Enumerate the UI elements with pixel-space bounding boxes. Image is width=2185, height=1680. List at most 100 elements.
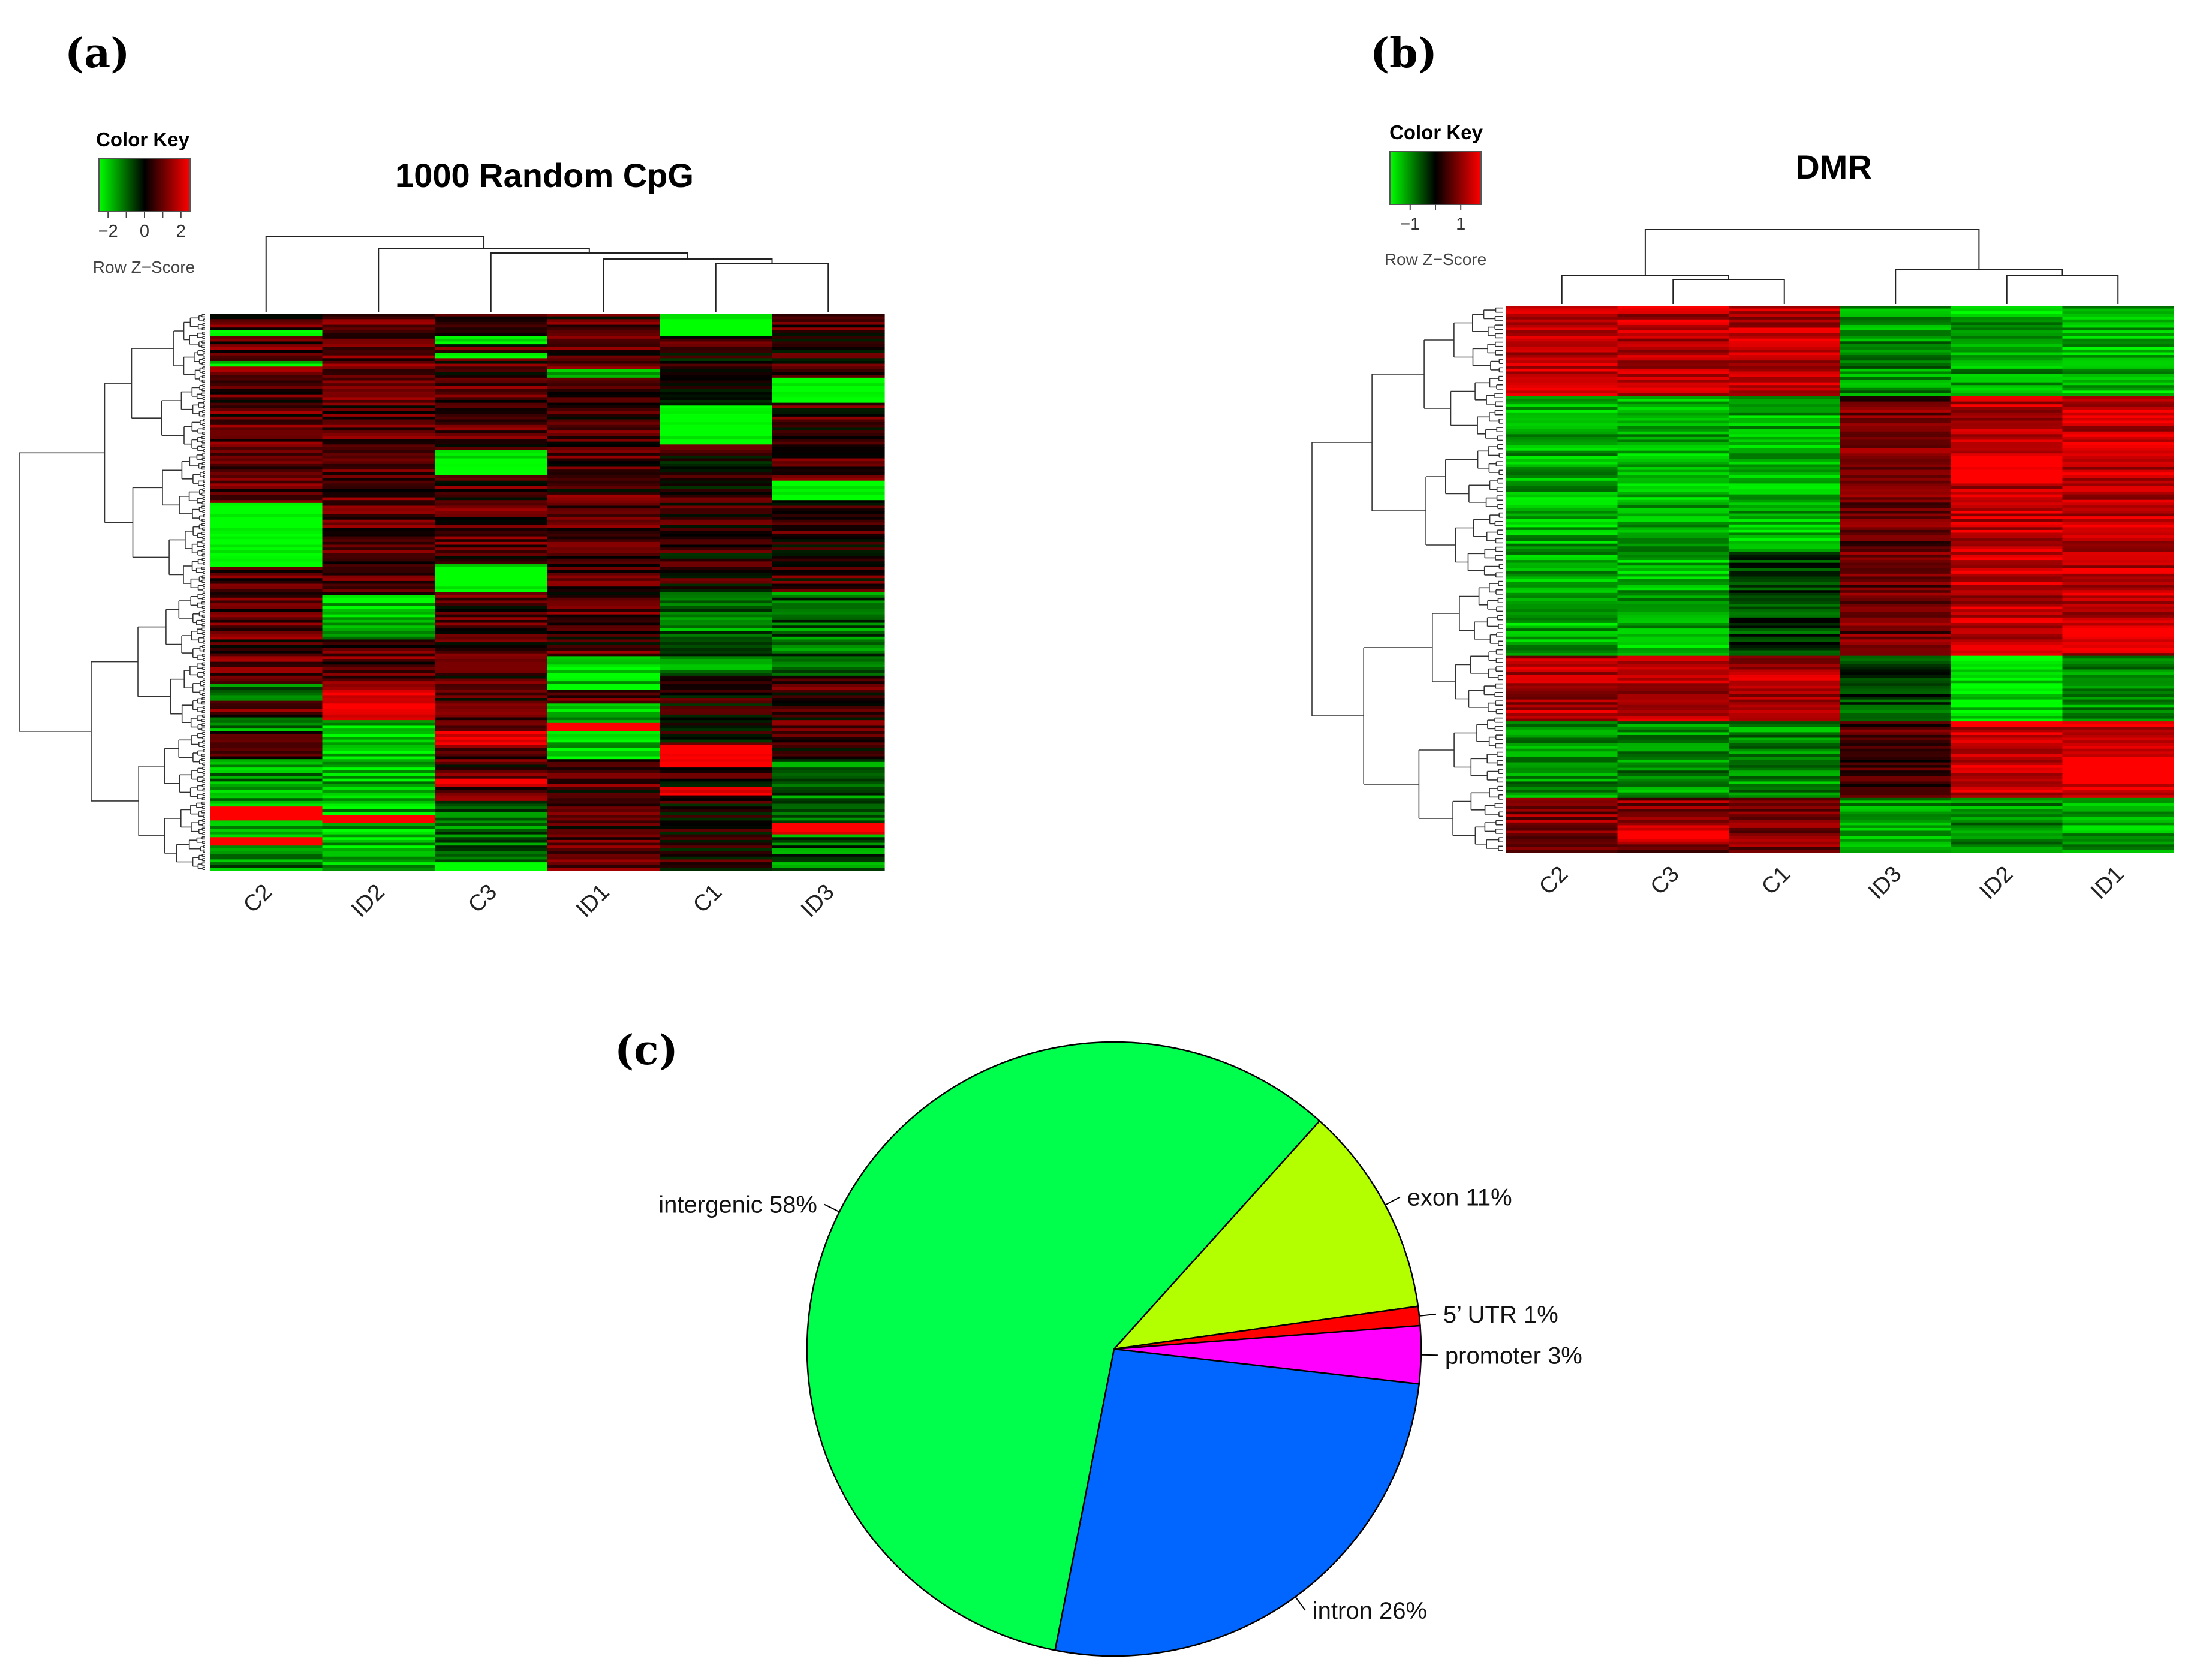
heatmap-cell (322, 748, 435, 751)
heatmap-cell (1506, 349, 1618, 353)
heatmap-cell (547, 531, 660, 534)
heatmap-cell (772, 806, 885, 810)
heatmap-cell (210, 508, 323, 512)
heatmap-cell (322, 461, 435, 465)
heatmap-cell (210, 439, 323, 442)
heatmap-cell (1506, 459, 1618, 462)
heatmap-cell (322, 700, 435, 704)
heatmap-cell (1506, 404, 1618, 408)
heatmap-cell (1729, 390, 1841, 394)
heatmap-cell (322, 698, 435, 701)
heatmap-cell (2062, 713, 2174, 716)
pie-leader-line (1419, 1313, 1437, 1317)
heatmap-cell (547, 369, 660, 373)
heatmap-cell (210, 684, 323, 688)
heatmap-cell (1617, 415, 1729, 419)
heatmap-cell (322, 355, 435, 359)
color-key-gradient (98, 158, 191, 212)
heatmap-cell (660, 812, 773, 815)
heatmap-cell (1729, 450, 1841, 454)
heatmap-cell (1951, 535, 2063, 539)
heatmap-a-cells (210, 314, 885, 871)
heatmap-cell (1617, 404, 1729, 408)
heatmap-cell (435, 480, 548, 484)
heatmap-cell (210, 519, 323, 523)
heatmap-cell (210, 753, 323, 757)
heatmap-cell (772, 363, 885, 367)
heatmap-cell (1840, 387, 1952, 391)
heatmap-cell (772, 692, 885, 696)
heatmap-cell (322, 502, 435, 507)
heatmap-cell (322, 759, 435, 763)
heatmap-cell (772, 358, 885, 362)
heatmap-cell (660, 737, 773, 740)
heatmap-cell (2062, 817, 2174, 820)
heatmap-cell (1617, 734, 1729, 739)
heatmap-cell (1840, 754, 1952, 757)
heatmap-cell (1506, 587, 1618, 591)
heatmap-cell (772, 734, 885, 737)
heatmap-cell (1840, 532, 1952, 536)
heatmap-cell (660, 645, 773, 648)
heatmap-cell (1951, 702, 2063, 706)
heatmap-cell (322, 600, 435, 604)
heatmap-cell (772, 661, 885, 665)
heatmap-cell (660, 369, 773, 373)
heatmap-cell (322, 773, 435, 776)
heatmap-cell (1729, 522, 1841, 525)
heatmap-cell (660, 355, 773, 359)
heatmap-cell (2062, 748, 2174, 752)
heatmap-cell (772, 386, 885, 390)
heatmap-cell (772, 394, 885, 398)
heatmap-cell (435, 422, 548, 426)
heatmap-cell (1840, 839, 1952, 842)
heatmap-cell (547, 314, 660, 317)
heatmap-cell (2062, 464, 2174, 468)
heatmap-cell (547, 778, 660, 782)
heatmap-cell (1506, 412, 1618, 416)
heatmap-cell (210, 625, 323, 629)
heatmap-cell (1840, 710, 1952, 714)
heatmap-cell (2062, 847, 2174, 851)
heatmap-cell (2062, 697, 2174, 700)
heatmap-cell (660, 848, 773, 852)
heatmap-cell (1840, 546, 1952, 550)
heatmap-cell (772, 675, 885, 679)
heatmap-cell (1506, 527, 1618, 531)
heatmap-cell (2062, 412, 2174, 416)
heatmap-cell (435, 781, 548, 785)
heatmap-cell (210, 553, 323, 556)
heatmap-cell (660, 798, 773, 802)
heatmap-cell (2062, 727, 2174, 730)
heatmap-cell (1506, 729, 1618, 733)
heatmap-cell (1617, 489, 1729, 492)
heatmap-cell (660, 617, 773, 621)
heatmap-cell (547, 625, 660, 629)
heatmap-cell (772, 514, 885, 517)
heatmap-cell (1840, 442, 1952, 446)
heatmap-cell (660, 483, 773, 487)
dendrogram-branch (490, 252, 688, 312)
heatmap-cell (322, 806, 435, 810)
heatmap-cell (1951, 478, 2063, 481)
heatmap-cell (1840, 716, 1952, 719)
heatmap-cell (660, 839, 773, 844)
heatmap-cell (660, 458, 773, 462)
color-key-tick-label: 2 (176, 222, 186, 241)
heatmap-cell (772, 324, 885, 328)
heatmap-cell (1617, 426, 1729, 429)
heatmap-cell (547, 528, 660, 531)
heatmap-cell (1617, 585, 1729, 588)
heatmap-cell (1951, 516, 2063, 520)
heatmap-cell (2062, 404, 2174, 408)
heatmap-cell (547, 416, 660, 420)
heatmap-cell (772, 678, 885, 682)
heatmap-cell (1729, 549, 1841, 552)
heatmap-cell (1951, 417, 2063, 421)
heatmap-cell (2062, 721, 2174, 725)
heatmap-cell (435, 411, 548, 414)
heatmap-cell (1951, 527, 2063, 531)
heatmap-cell (1617, 814, 1729, 818)
heatmap-cell (210, 664, 323, 668)
heatmap-cell (660, 389, 773, 392)
